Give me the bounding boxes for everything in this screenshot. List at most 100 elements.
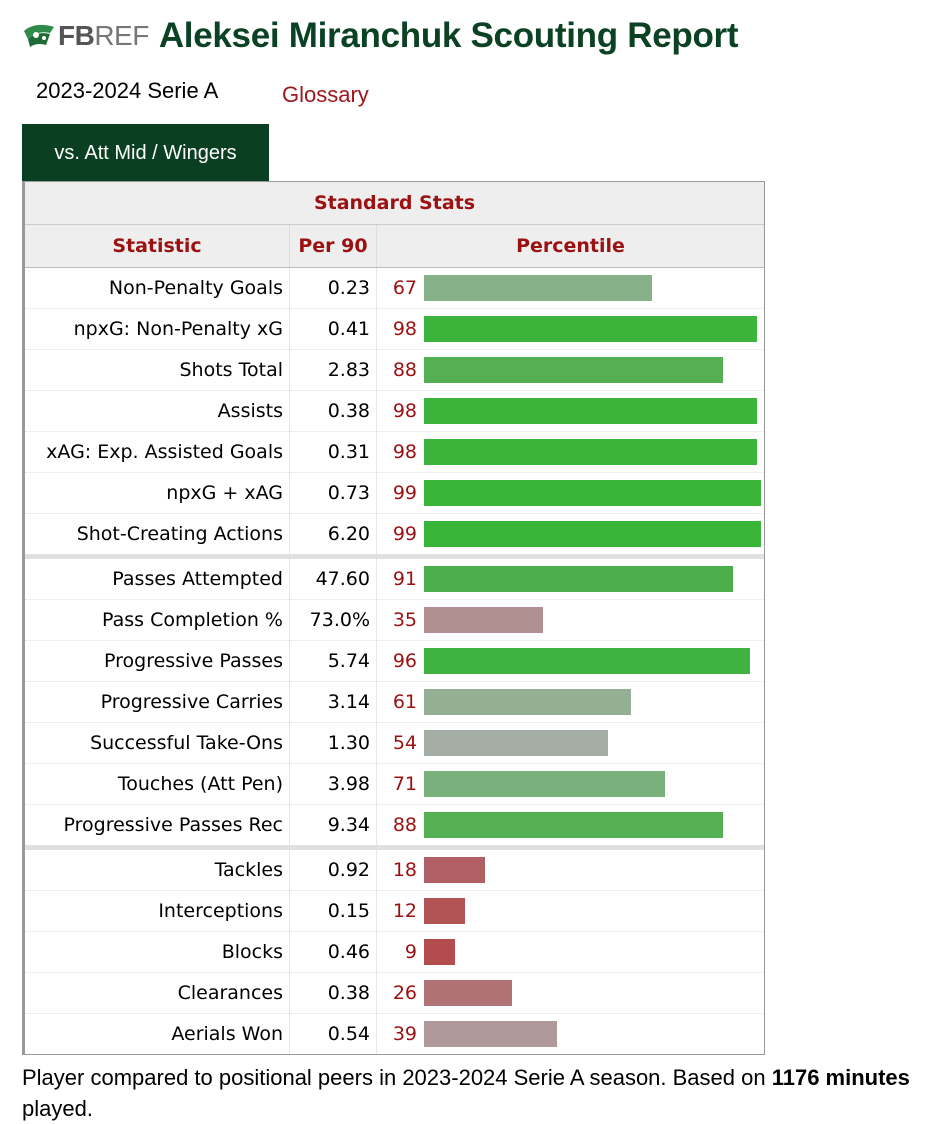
percentile-cell: 39 — [377, 1014, 765, 1055]
table-row: Shot-Creating Actions 6.20 99 — [25, 513, 764, 557]
percentile-value: 54 — [392, 732, 417, 754]
percentile-value: 99 — [392, 523, 417, 545]
percentile-value: 18 — [392, 859, 417, 881]
table-row: Interceptions 0.15 12 — [25, 890, 764, 932]
percentile-value: 91 — [392, 568, 417, 590]
percentile-cell: 9 — [376, 931, 764, 973]
percentile-cell: 96 — [376, 640, 764, 682]
table-row: Progressive Passes Rec 9.34 88 — [25, 804, 764, 848]
table-row: Progressive Passes 5.74 96 — [25, 640, 764, 682]
percentile-value: 35 — [392, 609, 417, 631]
percentile-bar — [424, 689, 631, 715]
percentile-cell: 35 — [376, 599, 764, 641]
statistic-cell: Blocks — [25, 931, 290, 973]
season-label: 2023-2024 Serie A — [36, 78, 219, 103]
page-title: Aleksei Miranchuk Scouting Report — [158, 16, 739, 55]
per90-cell: 73.0% — [289, 599, 377, 641]
percentile-value: 99 — [392, 482, 417, 504]
percentile-value: 12 — [392, 900, 417, 922]
percentile-bar — [424, 566, 733, 592]
table-row: Shots Total 2.83 88 — [25, 349, 764, 391]
percentile-value: 96 — [392, 650, 417, 672]
percentile-bar — [424, 771, 665, 797]
percentile-value: 98 — [392, 318, 417, 340]
header-statistic[interactable]: Statistic — [25, 224, 290, 268]
percentile-value: 39 — [392, 1023, 417, 1045]
statistic-cell: Progressive Passes — [25, 640, 290, 682]
percentile-cell: 61 — [376, 681, 764, 723]
percentile-bar — [424, 980, 512, 1006]
statistic-cell: npxG: Non-Penalty xG — [25, 308, 290, 350]
percentile-bar — [424, 357, 723, 383]
percentile-bar — [424, 812, 723, 838]
per90-cell: 0.38 — [289, 390, 377, 432]
statistic-cell: Shot-Creating Actions — [25, 513, 290, 557]
header-percentile[interactable]: Percentile — [376, 224, 764, 268]
per90-cell: 1.30 — [289, 722, 377, 764]
percentile-bar — [424, 480, 761, 506]
statistic-cell: Touches (Att Pen) — [25, 763, 290, 805]
table-row: Aerials Won 0.54 39 — [25, 1013, 765, 1055]
glossary-link[interactable]: Glossary — [282, 82, 369, 107]
percentile-cell: 26 — [376, 972, 764, 1014]
tab-att-mid-wingers[interactable]: vs. Att Mid / Wingers — [22, 124, 269, 182]
percentile-bar — [424, 398, 757, 424]
statistic-cell: Assists — [25, 390, 290, 432]
logo-fb: FB — [58, 20, 95, 51]
per90-cell: 0.38 — [289, 972, 377, 1014]
statistic-cell: npxG + xAG — [25, 472, 290, 514]
percentile-cell: 88 — [376, 804, 764, 848]
per90-cell: 0.46 — [289, 931, 377, 973]
scouting-table: Standard Stats Statistic Per 90 Percenti… — [22, 181, 765, 1055]
statistic-cell: Tackles — [25, 845, 290, 891]
percentile-bar — [424, 898, 465, 924]
table-row: Tackles 0.92 18 — [25, 845, 764, 891]
header-per90[interactable]: Per 90 — [289, 224, 377, 268]
percentile-bar — [424, 939, 455, 965]
table-row: Touches (Att Pen) 3.98 71 — [25, 763, 764, 805]
table-row: Assists 0.38 98 — [25, 390, 764, 432]
percentile-value: 88 — [392, 814, 417, 836]
percentile-bar — [424, 607, 543, 633]
logo-text: FBREF — [58, 20, 149, 52]
percentile-bar — [424, 316, 757, 342]
percentile-cell: 91 — [376, 554, 764, 600]
per90-cell: 5.74 — [289, 640, 377, 682]
statistic-cell: xAG: Exp. Assisted Goals — [25, 431, 290, 473]
per90-cell: 0.92 — [289, 845, 377, 891]
percentile-cell: 67 — [376, 267, 764, 309]
percentile-cell: 18 — [376, 845, 764, 891]
table-caption-row: Standard Stats — [25, 182, 764, 225]
table-row: Progressive Carries 3.14 61 — [25, 681, 764, 723]
statistic-cell: Interceptions — [25, 890, 290, 932]
footnote-text-after: played. — [22, 1096, 93, 1121]
percentile-bar — [424, 857, 485, 883]
per90-cell: 9.34 — [289, 804, 377, 848]
percentile-cell: 88 — [376, 349, 764, 391]
fbref-logo[interactable]: FBREF — [22, 20, 149, 52]
per90-cell: 6.20 — [289, 513, 377, 557]
per90-cell: 0.41 — [289, 308, 377, 350]
statistic-cell: Progressive Carries — [25, 681, 290, 723]
percentile-cell: 98 — [376, 308, 764, 350]
per90-cell: 0.31 — [289, 431, 377, 473]
table-row: Clearances 0.38 26 — [25, 972, 764, 1014]
percentile-cell: 98 — [376, 431, 764, 473]
table-row: npxG + xAG 0.73 99 — [25, 472, 764, 514]
table-row: Pass Completion % 73.0% 35 — [25, 599, 764, 641]
statistic-cell: Clearances — [25, 972, 290, 1014]
percentile-cell: 12 — [376, 890, 764, 932]
footnote-minutes: 1176 minutes — [771, 1065, 910, 1090]
percentile-bar — [424, 730, 608, 756]
percentile-cell: 99 — [376, 513, 764, 557]
percentile-value: 67 — [392, 277, 417, 299]
percentile-bar — [424, 521, 761, 547]
soccer-ball-logo-icon — [24, 24, 54, 47]
percentile-value: 26 — [392, 982, 417, 1004]
per90-cell: 2.83 — [289, 349, 377, 391]
per90-cell: 0.54 — [289, 1013, 377, 1054]
per90-cell: 47.60 — [289, 554, 377, 600]
table-caption: Standard Stats — [25, 182, 764, 225]
statistic-cell: Successful Take-Ons — [25, 722, 290, 764]
table-row: npxG: Non-Penalty xG 0.41 98 — [25, 308, 764, 350]
